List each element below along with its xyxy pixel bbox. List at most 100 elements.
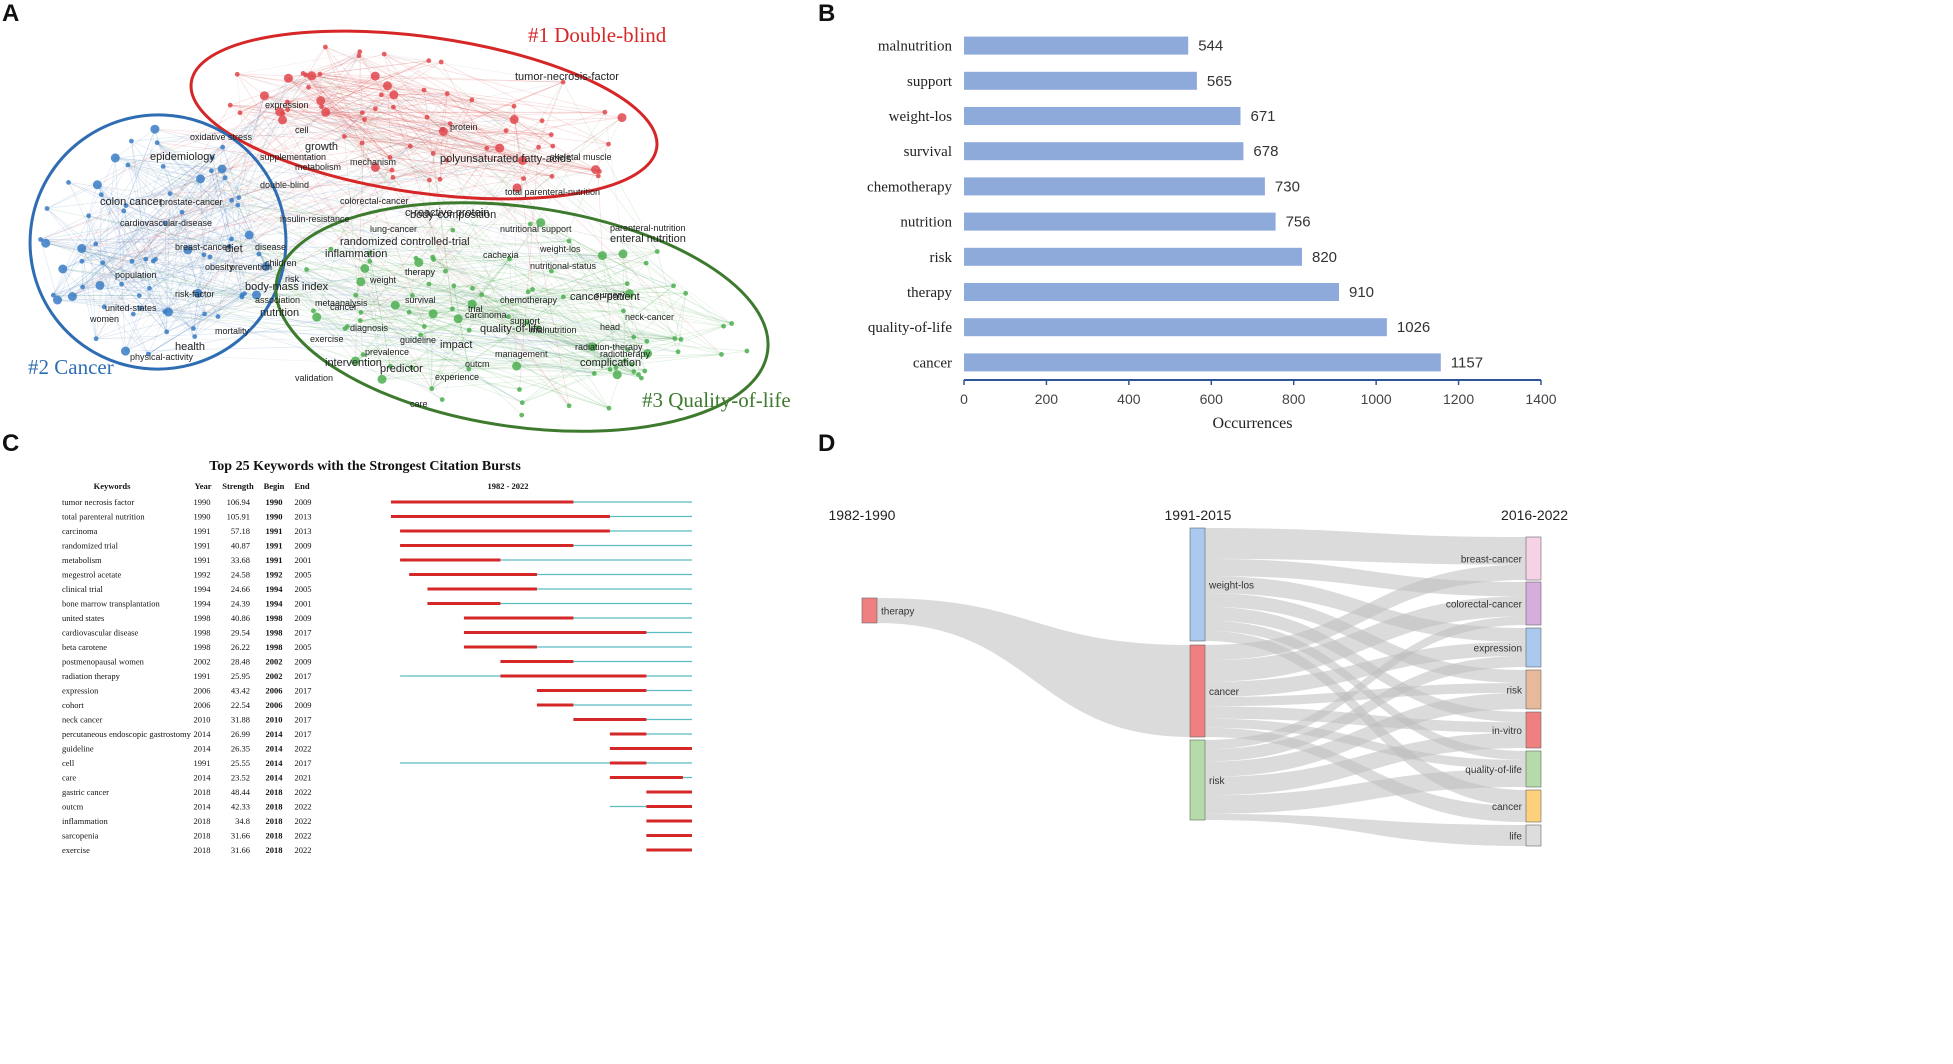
network-edge bbox=[393, 106, 518, 189]
network-edge bbox=[355, 354, 722, 362]
network-term-label: cardiovascular-disease bbox=[120, 218, 212, 228]
network-edge bbox=[320, 100, 523, 161]
network-edge bbox=[320, 75, 376, 102]
network-node bbox=[451, 283, 457, 289]
network-edge bbox=[319, 73, 611, 370]
burst-cell-keyword: clinical trial bbox=[62, 584, 103, 594]
network-edge bbox=[165, 223, 391, 367]
network-edge bbox=[443, 131, 552, 136]
network-node bbox=[744, 348, 750, 354]
network-edge bbox=[540, 222, 658, 252]
network-edge bbox=[486, 147, 600, 172]
network-edge bbox=[375, 75, 500, 149]
network-node bbox=[618, 249, 628, 259]
network-edge bbox=[443, 93, 448, 132]
burst-header: 1982 - 2022 bbox=[487, 481, 528, 491]
network-edge bbox=[209, 256, 361, 321]
network-edge bbox=[409, 255, 603, 313]
burst-cell-strength: 23.52 bbox=[231, 773, 250, 783]
network-edge bbox=[457, 318, 470, 370]
network-edge bbox=[321, 60, 429, 108]
network-edge bbox=[40, 239, 267, 267]
sankey-link bbox=[1205, 769, 1526, 814]
network-node bbox=[719, 352, 724, 357]
network-edge bbox=[156, 142, 642, 379]
network-edge bbox=[156, 142, 260, 255]
burst-cell-strength: 34.8 bbox=[235, 816, 250, 826]
network-edge bbox=[125, 146, 411, 352]
burst-cell-strength: 24.66 bbox=[231, 584, 250, 594]
network-node bbox=[624, 289, 634, 299]
network-edge bbox=[197, 238, 232, 294]
network-edge bbox=[46, 208, 140, 296]
network-edge bbox=[364, 268, 522, 416]
network-edge bbox=[282, 119, 553, 177]
network-edge bbox=[102, 147, 500, 264]
network-node bbox=[285, 107, 291, 113]
network-edge bbox=[393, 93, 448, 96]
network-node bbox=[566, 403, 572, 409]
network-edge bbox=[330, 248, 633, 365]
network-edge bbox=[72, 61, 442, 297]
network-node bbox=[430, 151, 436, 156]
sankey-node-label: therapy bbox=[881, 607, 914, 618]
network-edge bbox=[279, 111, 314, 311]
network-node bbox=[438, 59, 444, 65]
sankey-node bbox=[1525, 750, 1542, 788]
network-edge bbox=[325, 46, 425, 91]
network-edge bbox=[231, 238, 413, 296]
network-edge bbox=[88, 215, 97, 339]
network-term-label: supplementation bbox=[260, 152, 326, 162]
network-term-label: diet bbox=[225, 243, 243, 255]
network-node bbox=[191, 326, 196, 331]
network-edge bbox=[288, 77, 515, 107]
network-edge bbox=[452, 308, 648, 354]
network-edge bbox=[563, 296, 682, 340]
network-term-label: quality-of-life bbox=[480, 323, 542, 335]
network-edge bbox=[306, 269, 453, 310]
network-term-label: randomized controlled-trial bbox=[340, 236, 470, 248]
network-node bbox=[428, 309, 438, 319]
sankey-links bbox=[877, 528, 1526, 846]
network-edge bbox=[344, 322, 528, 330]
network-edge bbox=[433, 259, 595, 347]
network-edge bbox=[57, 262, 103, 301]
network-node bbox=[453, 314, 463, 324]
network-edge bbox=[381, 255, 603, 380]
network-edge bbox=[40, 146, 223, 240]
network-edge bbox=[360, 285, 674, 321]
network-edge bbox=[390, 364, 633, 367]
network-edge bbox=[395, 296, 564, 306]
network-node bbox=[360, 352, 366, 358]
network-edge bbox=[53, 262, 103, 296]
network-edge bbox=[127, 164, 205, 256]
network-edge bbox=[57, 299, 434, 315]
burst-cell-strength: 25.55 bbox=[231, 758, 250, 768]
network-edge bbox=[305, 74, 394, 108]
network-edge bbox=[305, 74, 388, 87]
network-edge bbox=[197, 85, 388, 294]
network-edge bbox=[166, 294, 257, 333]
burst-cell-year: 2018 bbox=[194, 845, 211, 855]
network-edge bbox=[426, 111, 605, 118]
network-node bbox=[164, 307, 173, 317]
network-edge bbox=[193, 99, 473, 329]
network-edge bbox=[632, 354, 722, 365]
network-edge bbox=[217, 262, 419, 317]
burst-header: Keywords bbox=[94, 481, 132, 491]
network-edge bbox=[481, 294, 509, 317]
network-term-label: exercise bbox=[310, 334, 344, 344]
network-edge bbox=[197, 170, 212, 294]
network-edge bbox=[96, 313, 205, 340]
network-edge bbox=[221, 168, 267, 267]
network-node bbox=[444, 157, 450, 163]
network-edge bbox=[375, 108, 451, 124]
network-node bbox=[519, 400, 525, 406]
network-edge bbox=[287, 101, 441, 180]
network-node bbox=[353, 292, 358, 298]
network-edge bbox=[99, 194, 102, 286]
network-edge bbox=[392, 134, 552, 178]
network-edge bbox=[527, 251, 658, 323]
network-edge bbox=[81, 238, 232, 262]
network-edge bbox=[57, 296, 243, 301]
